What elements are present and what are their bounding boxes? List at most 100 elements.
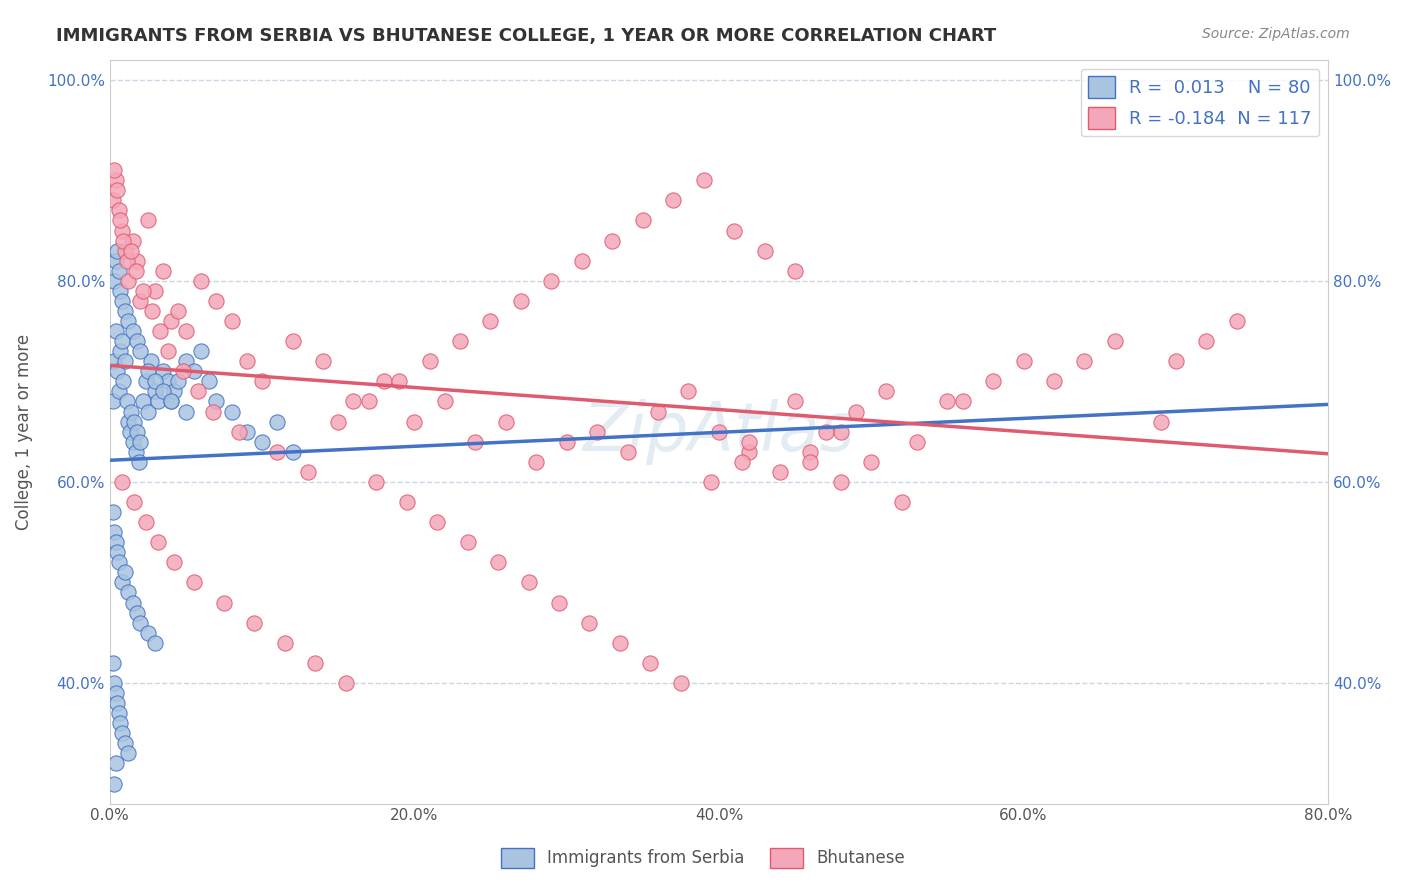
Immigrants from Serbia bbox=[250, 434, 273, 449]
Bhutanese bbox=[540, 274, 562, 288]
Immigrants from Serbia bbox=[108, 384, 131, 399]
Bhutanese bbox=[114, 244, 136, 258]
Bhutanese bbox=[616, 444, 638, 458]
Immigrants from Serbia bbox=[121, 324, 143, 338]
Immigrants from Serbia bbox=[145, 375, 167, 389]
Bhutanese bbox=[395, 495, 418, 509]
Bhutanese bbox=[129, 293, 152, 308]
Immigrants from Serbia bbox=[135, 375, 157, 389]
Immigrants from Serbia bbox=[148, 394, 170, 409]
Bhutanese bbox=[110, 213, 132, 227]
Bhutanese bbox=[1149, 415, 1171, 429]
Bhutanese bbox=[890, 495, 912, 509]
Immigrants from Serbia bbox=[103, 776, 125, 790]
Bhutanese bbox=[1104, 334, 1126, 348]
Bhutanese bbox=[404, 415, 426, 429]
Immigrants from Serbia bbox=[103, 354, 125, 368]
Bhutanese bbox=[419, 354, 441, 368]
Bhutanese bbox=[124, 264, 146, 278]
Immigrants from Serbia bbox=[156, 375, 179, 389]
Bhutanese bbox=[132, 284, 155, 298]
Bhutanese bbox=[830, 475, 852, 489]
Bhutanese bbox=[243, 615, 266, 630]
Bhutanese bbox=[163, 555, 186, 569]
Immigrants from Serbia bbox=[117, 314, 139, 328]
Bhutanese bbox=[845, 404, 868, 418]
Y-axis label: College, 1 year or more: College, 1 year or more bbox=[15, 334, 32, 530]
Immigrants from Serbia bbox=[105, 244, 128, 258]
Bhutanese bbox=[274, 636, 297, 650]
Bhutanese bbox=[221, 314, 243, 328]
Bhutanese bbox=[149, 324, 172, 338]
Bhutanese bbox=[202, 404, 225, 418]
Bhutanese bbox=[700, 475, 723, 489]
Immigrants from Serbia bbox=[152, 364, 174, 378]
Bhutanese bbox=[669, 676, 692, 690]
Bhutanese bbox=[112, 234, 135, 248]
Bhutanese bbox=[366, 475, 388, 489]
Bhutanese bbox=[524, 455, 547, 469]
Immigrants from Serbia bbox=[122, 415, 145, 429]
Bhutanese bbox=[117, 274, 139, 288]
Immigrants from Serbia bbox=[111, 334, 134, 348]
Bhutanese bbox=[875, 384, 897, 399]
Immigrants from Serbia bbox=[136, 364, 159, 378]
Legend: Immigrants from Serbia, Bhutanese: Immigrants from Serbia, Bhutanese bbox=[494, 841, 912, 875]
Immigrants from Serbia bbox=[117, 585, 139, 599]
Immigrants from Serbia bbox=[104, 535, 127, 549]
Bhutanese bbox=[860, 455, 883, 469]
Immigrants from Serbia bbox=[266, 415, 288, 429]
Bhutanese bbox=[678, 384, 700, 399]
Immigrants from Serbia bbox=[152, 384, 174, 399]
Bhutanese bbox=[578, 615, 600, 630]
Bhutanese bbox=[738, 434, 761, 449]
Bhutanese bbox=[373, 375, 395, 389]
Immigrants from Serbia bbox=[108, 264, 131, 278]
Immigrants from Serbia bbox=[174, 404, 197, 418]
Immigrants from Serbia bbox=[114, 736, 136, 750]
Bhutanese bbox=[707, 425, 730, 439]
Bhutanese bbox=[602, 234, 624, 248]
Immigrants from Serbia bbox=[124, 444, 146, 458]
Bhutanese bbox=[738, 444, 761, 458]
Bhutanese bbox=[799, 455, 821, 469]
Immigrants from Serbia bbox=[118, 425, 141, 439]
Bhutanese bbox=[297, 465, 319, 479]
Bhutanese bbox=[631, 213, 654, 227]
Immigrants from Serbia bbox=[111, 575, 134, 590]
Immigrants from Serbia bbox=[104, 756, 127, 771]
Immigrants from Serbia bbox=[132, 394, 155, 409]
Bhutanese bbox=[486, 555, 509, 569]
Bhutanese bbox=[167, 304, 190, 318]
Immigrants from Serbia bbox=[101, 394, 124, 409]
Immigrants from Serbia bbox=[114, 304, 136, 318]
Immigrants from Serbia bbox=[197, 375, 219, 389]
Bhutanese bbox=[122, 495, 145, 509]
Immigrants from Serbia bbox=[281, 444, 304, 458]
Immigrants from Serbia bbox=[105, 364, 128, 378]
Bhutanese bbox=[936, 394, 959, 409]
Bhutanese bbox=[183, 575, 205, 590]
Bhutanese bbox=[335, 676, 357, 690]
Immigrants from Serbia bbox=[136, 625, 159, 640]
Bhutanese bbox=[1043, 375, 1066, 389]
Bhutanese bbox=[640, 656, 662, 670]
Bhutanese bbox=[548, 595, 571, 609]
Immigrants from Serbia bbox=[111, 726, 134, 740]
Immigrants from Serbia bbox=[114, 354, 136, 368]
Immigrants from Serbia bbox=[103, 274, 125, 288]
Bhutanese bbox=[1012, 354, 1035, 368]
Immigrants from Serbia bbox=[112, 375, 135, 389]
Bhutanese bbox=[328, 415, 350, 429]
Bhutanese bbox=[141, 304, 163, 318]
Bhutanese bbox=[312, 354, 335, 368]
Immigrants from Serbia bbox=[183, 364, 205, 378]
Bhutanese bbox=[754, 244, 776, 258]
Bhutanese bbox=[135, 515, 157, 529]
Bhutanese bbox=[250, 375, 273, 389]
Bhutanese bbox=[510, 293, 533, 308]
Immigrants from Serbia bbox=[101, 505, 124, 519]
Bhutanese bbox=[479, 314, 502, 328]
Bhutanese bbox=[555, 434, 578, 449]
Immigrants from Serbia bbox=[121, 434, 143, 449]
